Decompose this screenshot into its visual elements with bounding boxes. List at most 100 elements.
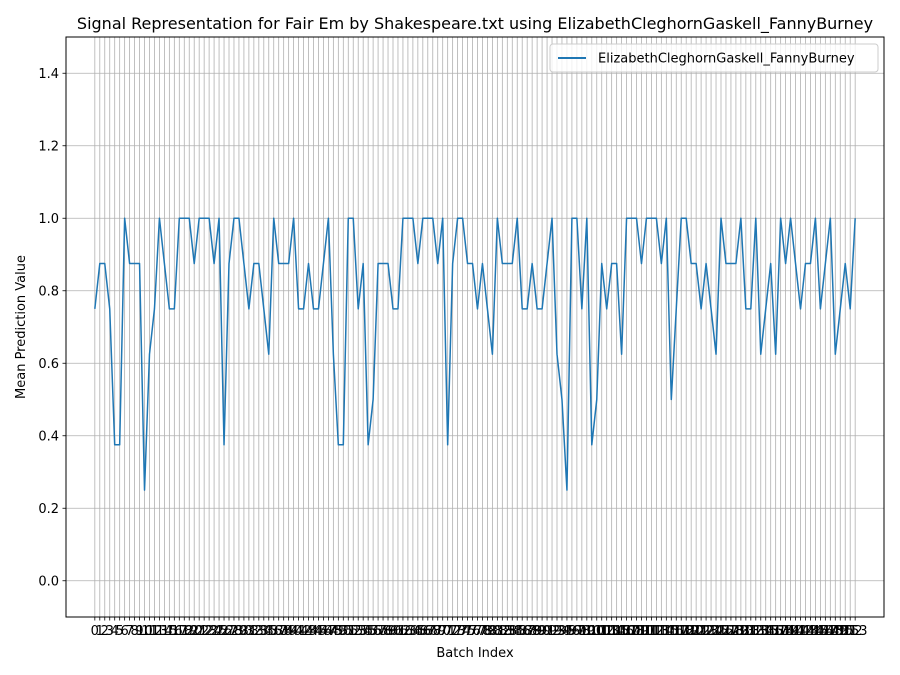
data-point — [457, 218, 458, 219]
data-point — [596, 399, 597, 400]
data-point — [527, 308, 528, 309]
data-point — [338, 444, 339, 445]
x-tick-label: 138 — [768, 624, 793, 639]
data-point — [179, 218, 180, 219]
data-point — [621, 354, 622, 355]
x-tick-label: 77 — [469, 624, 486, 639]
data-point — [209, 218, 210, 219]
x-axis: 0123456789101112131415161718192021222324… — [91, 617, 868, 639]
x-tick-label: 43 — [300, 624, 317, 639]
data-point — [775, 354, 776, 355]
x-tick-label: 109 — [624, 624, 649, 639]
data-point — [223, 444, 224, 445]
x-tick-label: 4 — [111, 624, 119, 639]
data-point — [258, 263, 259, 264]
y-axis-label: Mean Prediction Value — [14, 255, 29, 399]
data-point — [462, 218, 463, 219]
x-tick-label: 72 — [444, 624, 461, 639]
y-axis: 0.0 0.2 0.4 0.6 0.8 1.0 1.2 1.4 — [38, 67, 66, 589]
x-tick-label: 110 — [629, 624, 654, 639]
x-tick-label: 103 — [594, 624, 619, 639]
data-point — [397, 308, 398, 309]
legend-box — [549, 43, 879, 73]
x-tick-label: 104 — [599, 624, 624, 639]
x-tick-label: 82 — [494, 624, 511, 639]
x-tick-label: 141 — [783, 624, 808, 639]
data-point — [641, 263, 642, 264]
x-tick-label: 124 — [699, 624, 724, 639]
data-point — [392, 308, 393, 309]
x-tick-label: 44 — [305, 624, 322, 639]
data-point — [551, 218, 552, 219]
x-tick-label: 84 — [504, 624, 521, 639]
data-point — [233, 218, 234, 219]
data-point — [363, 263, 364, 264]
x-tick-label: 65 — [410, 624, 427, 639]
x-tick-label: 73 — [449, 624, 466, 639]
x-tick-label: 18 — [176, 624, 193, 639]
x-tick-label: 126 — [709, 624, 734, 639]
x-tick-label: 10 — [136, 624, 153, 639]
data-point — [228, 263, 229, 264]
data-point — [671, 399, 672, 400]
plot-frame — [65, 36, 885, 618]
data-point — [402, 218, 403, 219]
x-tick-label: 17 — [171, 624, 188, 639]
x-tick-label: 13 — [151, 624, 168, 639]
x-tick-label: 144 — [798, 624, 823, 639]
data-point — [676, 308, 677, 309]
data-point — [606, 308, 607, 309]
data-point — [412, 218, 413, 219]
x-tick-label: 68 — [424, 624, 441, 639]
x-tick-label: 83 — [499, 624, 516, 639]
data-point — [164, 263, 165, 264]
x-tick-label: 94 — [554, 624, 571, 639]
data-point — [199, 218, 200, 219]
data-point — [422, 218, 423, 219]
data-point — [795, 263, 796, 264]
x-tick-label: 88 — [524, 624, 541, 639]
x-tick-label: 127 — [714, 624, 739, 639]
data-point — [99, 263, 100, 264]
x-tick-label: 107 — [614, 624, 639, 639]
data-point — [452, 263, 453, 264]
data-point — [651, 218, 652, 219]
data-point — [353, 218, 354, 219]
data-point — [765, 308, 766, 309]
data-point — [94, 308, 95, 309]
data-point — [537, 308, 538, 309]
x-tick-label: 38 — [275, 624, 292, 639]
data-point — [835, 354, 836, 355]
data-point — [104, 263, 105, 264]
data-point — [805, 263, 806, 264]
data-point — [830, 218, 831, 219]
data-point — [556, 354, 557, 355]
data-point — [541, 308, 542, 309]
x-tick-label: 6 — [121, 624, 129, 639]
y-tick-label: 1.2 — [38, 139, 59, 154]
data-point — [502, 263, 503, 264]
data-point — [790, 218, 791, 219]
x-tick-label: 132 — [738, 624, 763, 639]
x-tick-label: 71 — [439, 624, 456, 639]
x-tick-label: 89 — [529, 624, 546, 639]
y-tick-label: 0.8 — [38, 284, 59, 299]
x-tick-label: 113 — [644, 624, 669, 639]
x-tick-label: 15 — [161, 624, 178, 639]
x-tick-label: 106 — [609, 624, 634, 639]
x-tick-label: 29 — [231, 624, 248, 639]
x-tick-label: 117 — [664, 624, 689, 639]
x-tick-label: 8 — [130, 624, 138, 639]
x-tick-label: 75 — [459, 624, 476, 639]
x-tick-label: 125 — [704, 624, 729, 639]
data-point — [273, 218, 274, 219]
data-point — [755, 218, 756, 219]
x-tick-label: 118 — [669, 624, 694, 639]
x-tick-label: 114 — [649, 624, 674, 639]
data-point — [303, 308, 304, 309]
data-point — [278, 263, 279, 264]
data-point — [238, 218, 239, 219]
x-tick-label: 57 — [370, 624, 387, 639]
x-tick-label: 32 — [246, 624, 263, 639]
